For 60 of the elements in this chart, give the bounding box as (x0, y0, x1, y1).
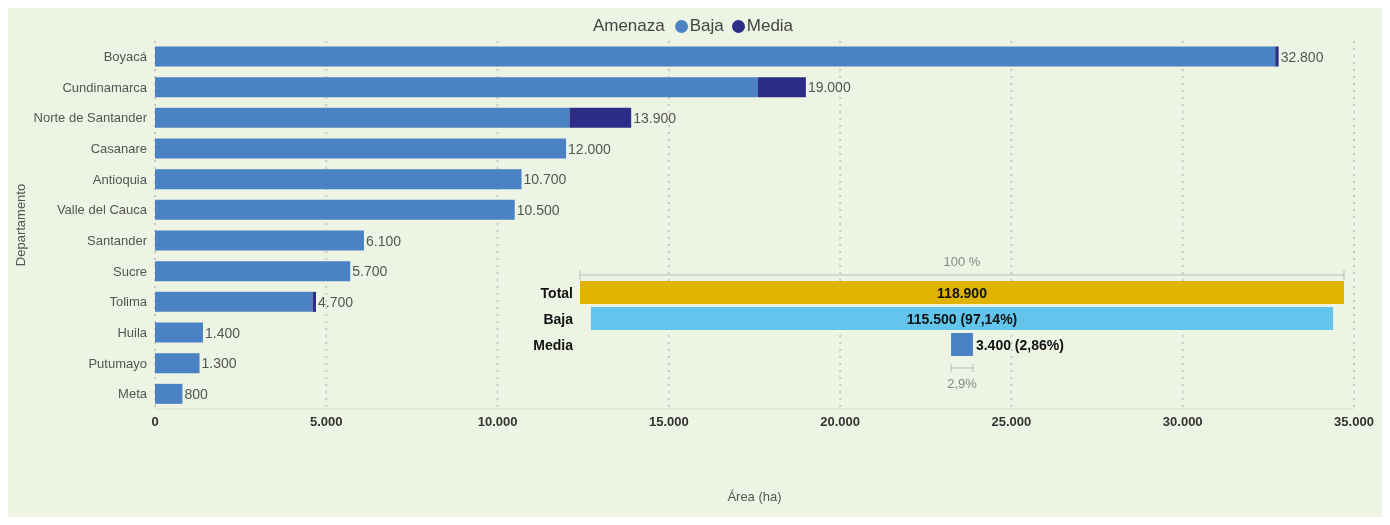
total-label: 4.700 (318, 293, 354, 310)
total-label: 32.800 (1280, 48, 1324, 65)
annotation: 2,9% (947, 376, 978, 391)
total-label: 6.100 (365, 232, 402, 249)
total-label: 13.900 (633, 109, 677, 126)
legend-label: Media (745, 16, 794, 36)
bar (155, 199, 515, 220)
total-label: 19.000 (807, 79, 851, 96)
x-tick-label: 10.000 (477, 414, 518, 430)
y-tick-label: Norte de Santander (33, 110, 148, 126)
y-tick-label: Tolima (109, 294, 148, 310)
x-tick-label: 30.000 (1162, 414, 1203, 430)
y-tick-label: Antioquia (92, 171, 148, 187)
data-label: 3.400 (2,86%) (975, 336, 1064, 353)
y-tick-label: Valle del Cauca (56, 202, 148, 218)
x-axis-title: Área (ha) (727, 489, 782, 504)
x-tick-label: 35.000 (1334, 414, 1374, 430)
bar (155, 138, 567, 159)
total-label: 1.400 (204, 324, 241, 341)
bar (155, 353, 200, 374)
total-label: 10.500 (516, 201, 560, 218)
bar (757, 77, 806, 98)
bar (155, 107, 570, 128)
y-axis-title: Departamento (12, 183, 28, 267)
category-label: Media (533, 336, 574, 353)
y-tick-label: Casanare (90, 140, 147, 156)
y-tick-label: Cundinamarca (62, 79, 148, 95)
total-label: 1.300 (201, 355, 237, 372)
category-label: Total (540, 284, 573, 301)
total-label: 12.000 (568, 140, 612, 157)
y-tick-label: Putumayo (88, 355, 147, 371)
bar (155, 383, 183, 404)
total-label: 10.700 (523, 171, 567, 188)
bar (155, 291, 313, 312)
y-tick-label: Huila (117, 324, 148, 340)
y-tick-label: Santander (87, 232, 148, 248)
x-tick-label: 25.000 (991, 414, 1032, 430)
annotation: 100 % (943, 254, 981, 269)
legend-title: Amenaza (592, 16, 665, 36)
bar (155, 261, 351, 282)
bar (1275, 46, 1279, 67)
data-label: 115.500 (97,14%) (906, 310, 1018, 327)
y-tick-label: Meta (118, 386, 148, 402)
legend-label: Baja (688, 16, 724, 36)
x-tick-label: 20.000 (820, 414, 861, 430)
total-label: 5.700 (352, 263, 388, 280)
x-tick-label: 5.000 (310, 414, 343, 430)
bar (569, 107, 632, 128)
x-tick-label: 15.000 (648, 414, 689, 430)
category-label: Baja (543, 310, 574, 327)
total-label: 800 (184, 385, 208, 402)
y-tick-label: Sucre (113, 263, 147, 279)
data-label: 118.900 (937, 284, 988, 301)
y-tick-label: Boyacá (103, 48, 148, 64)
x-tick-label: 0 (151, 414, 159, 430)
bar (155, 230, 364, 251)
bar (155, 77, 758, 98)
bar (155, 46, 1276, 67)
bar (155, 322, 203, 343)
bar (155, 169, 522, 190)
